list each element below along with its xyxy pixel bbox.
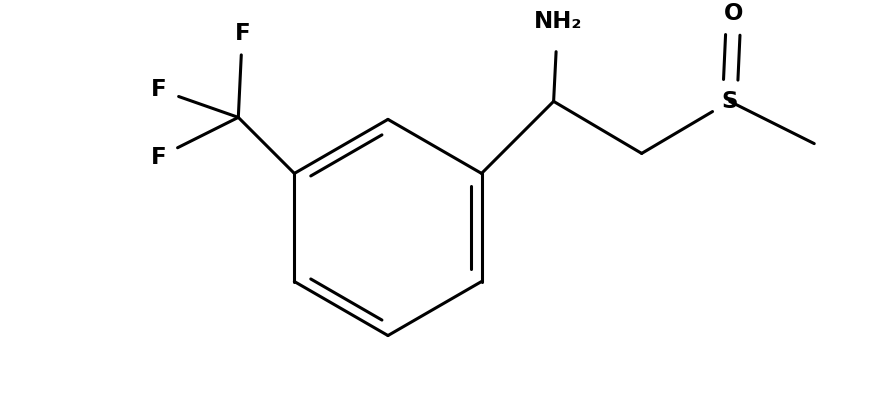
Text: S: S (721, 90, 738, 113)
Text: NH₂: NH₂ (533, 10, 582, 33)
Text: F: F (235, 22, 250, 45)
Text: F: F (151, 146, 166, 169)
Text: F: F (151, 78, 166, 101)
Text: O: O (724, 2, 744, 25)
